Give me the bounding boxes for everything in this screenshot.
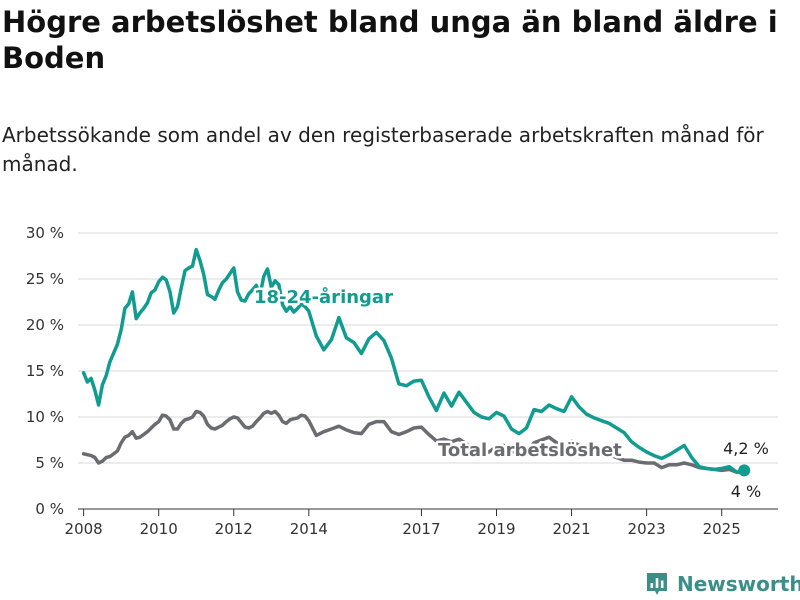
x-tick-label: 2010 bbox=[140, 520, 178, 538]
y-tick-label: 5 % bbox=[35, 454, 64, 472]
newsworthy-logo: Newsworthy bbox=[645, 569, 800, 599]
x-tick-label: 2012 bbox=[215, 520, 253, 538]
chart-title: Högre arbetslöshet bland unga än bland ä… bbox=[2, 5, 778, 75]
gridlines bbox=[78, 232, 778, 464]
x-tick-label: 2025 bbox=[703, 520, 741, 538]
end-value-young: 4,2 %4,2 % bbox=[721, 437, 772, 461]
series-line-total bbox=[81, 409, 746, 474]
end-value-young-text: 4,2 % bbox=[723, 439, 769, 458]
y-tick-label: 25 % bbox=[26, 270, 64, 288]
end-value-young-halo: 4,2 % bbox=[723, 439, 769, 458]
y-tick-label: 20 % bbox=[26, 316, 64, 334]
x-tick-label: 2008 bbox=[65, 520, 103, 538]
series-label-young-halo: 18-24-åringar bbox=[254, 286, 393, 308]
y-tick-label: 30 % bbox=[26, 224, 64, 242]
bar-chart-icon bbox=[647, 573, 667, 595]
y-tick-label: 0 % bbox=[35, 500, 64, 518]
axes: 0 % 5 % 10 % 15 % 20 % 25 % 30 % 2008 2010 2012 20… bbox=[26, 224, 778, 538]
series-lines bbox=[81, 247, 751, 477]
series-label-total-text: Total arbetslöshet bbox=[438, 440, 622, 461]
series-label-total-halo: Total arbetslöshet bbox=[438, 440, 622, 461]
end-value-total: 4 %4 % bbox=[728, 480, 763, 504]
x-tick-label: 2014 bbox=[290, 520, 328, 538]
series-line-young bbox=[81, 247, 746, 474]
end-value-total-halo: 4 % bbox=[731, 482, 761, 501]
x-tick-label: 2019 bbox=[477, 520, 515, 538]
endpoint-marker bbox=[738, 464, 751, 477]
series-label-young-text: 18-24-åringar bbox=[254, 286, 393, 308]
logo-text: Newsworthy bbox=[677, 572, 800, 596]
chart-subtitle: Arbetssökande som andel av den registerb… bbox=[2, 123, 764, 176]
y-tick-label: 15 % bbox=[26, 362, 64, 380]
y-tick-label: 10 % bbox=[26, 408, 64, 426]
x-tick-label: 2023 bbox=[628, 520, 666, 538]
x-tick-label: 2017 bbox=[402, 520, 440, 538]
end-value-total-text: 4 % bbox=[731, 482, 761, 501]
x-tick-label: 2021 bbox=[552, 520, 590, 538]
